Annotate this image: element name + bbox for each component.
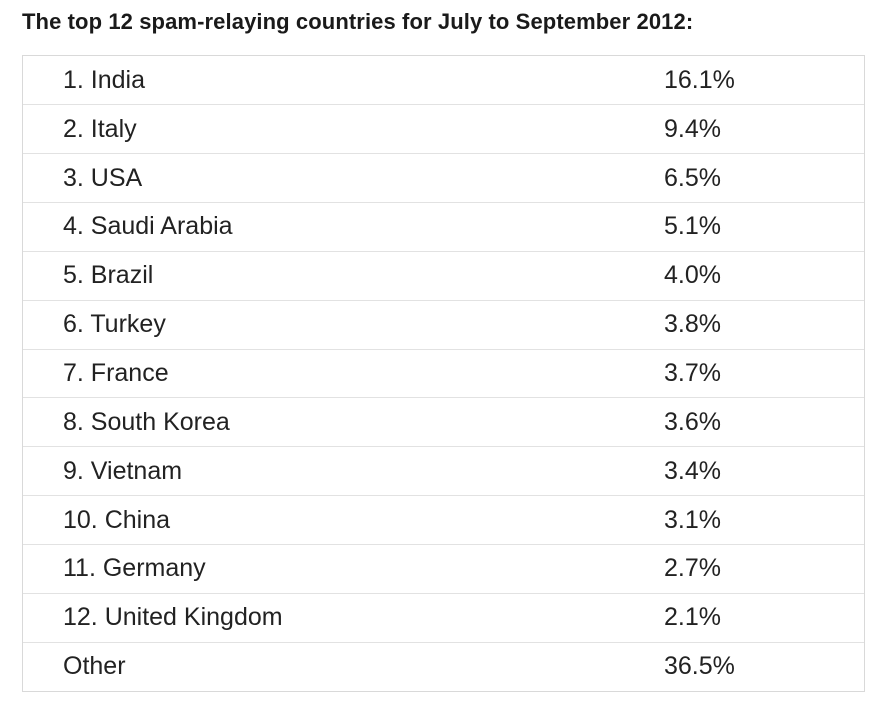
table-row: 3. USA 6.5% xyxy=(23,153,864,203)
table-row: 6. Turkey 3.8% xyxy=(23,299,864,350)
country-cell: 7. France xyxy=(23,348,623,398)
spam-countries-table: 1. India 16.1% 2. Italy 9.4% 3. USA 6.5%… xyxy=(22,55,865,692)
table-row: 7. France 3.7% xyxy=(23,348,864,398)
table-row: 1. India 16.1% xyxy=(23,56,864,105)
page-title: The top 12 spam-relaying countries for J… xyxy=(22,9,694,34)
share-cell: 2.7% xyxy=(623,543,864,594)
share-cell: 5.1% xyxy=(623,202,864,252)
country-cell: 2. Italy xyxy=(23,104,623,154)
table-row: Other 36.5% xyxy=(23,641,864,691)
share-cell: 6.5% xyxy=(623,153,864,203)
share-cell: 16.1% xyxy=(664,65,735,94)
country-cell: 1. India xyxy=(63,65,146,94)
table-row: 5. Brazil 4.0% xyxy=(23,250,864,301)
country-cell: 5. Brazil xyxy=(23,250,623,301)
share-cell: 9.4% xyxy=(623,104,864,154)
country-cell: 4. Saudi Arabia xyxy=(23,202,623,252)
table-row: 8. South Korea 3.6% xyxy=(23,397,864,447)
table-row: 10. China 3.1% xyxy=(23,495,864,545)
table-row: 4. Saudi Arabia 5.1% xyxy=(23,202,864,252)
country-cell: 10. China xyxy=(23,495,623,545)
table-row: 9. Vietnam 3.4% xyxy=(23,446,864,496)
country-cell: 9. Vietnam xyxy=(23,446,623,496)
table-row: 11. Germany 2.7% xyxy=(23,543,864,594)
country-cell: 11. Germany xyxy=(23,543,623,594)
country-cell: 12. United Kingdom xyxy=(23,592,623,643)
table-row: 2. Italy 9.4% xyxy=(23,104,864,154)
share-cell: 3.8% xyxy=(623,299,864,350)
share-cell: 3.1% xyxy=(623,495,864,545)
country-cell: Other xyxy=(23,641,623,691)
country-cell: 3. USA xyxy=(23,153,623,203)
share-cell: 3.7% xyxy=(623,348,864,398)
table: 1. India 16.1% 2. Italy 9.4% 3. USA 6.5%… xyxy=(23,56,864,691)
share-cell: 36.5% xyxy=(623,641,864,691)
share-cell: 3.4% xyxy=(623,446,864,496)
share-cell: 4.0% xyxy=(623,250,864,301)
country-cell: 6. Turkey xyxy=(23,299,623,350)
share-cell: 3.6% xyxy=(623,397,864,447)
table-row: 12. United Kingdom 2.1% xyxy=(23,592,864,643)
share-cell: 2.1% xyxy=(623,592,864,643)
country-cell: 8. South Korea xyxy=(23,397,623,447)
